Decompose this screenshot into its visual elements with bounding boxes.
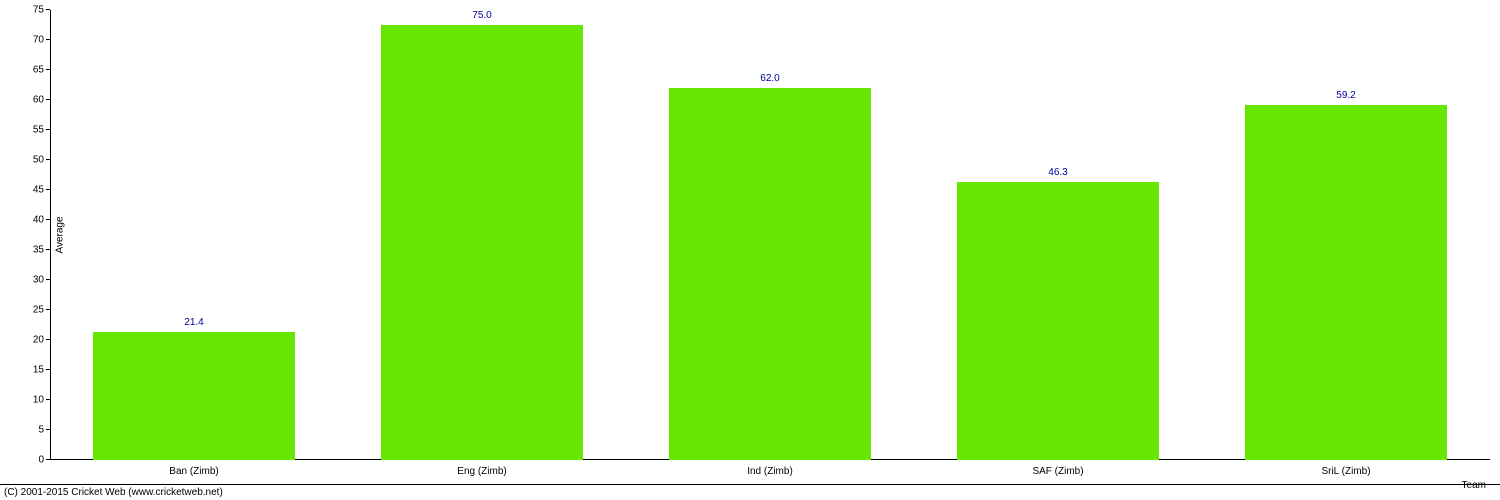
- x-axis-title: Team: [1462, 480, 1486, 491]
- y-tick-label: 5: [38, 425, 44, 436]
- bar-value-label: 46.3: [1048, 167, 1067, 178]
- y-tick-label: 40: [33, 215, 44, 226]
- bar: [93, 332, 295, 460]
- copyright-text: (C) 2001-2015 Cricket Web (www.cricketwe…: [4, 487, 223, 498]
- bar: [381, 25, 583, 460]
- y-tick-label: 45: [33, 185, 44, 196]
- y-tick-label: 50: [33, 155, 44, 166]
- bar: [1245, 105, 1447, 460]
- bar-slot: 75.0Eng (Zimb): [338, 10, 626, 460]
- bar-value-label: 75.0: [472, 10, 491, 21]
- y-tick-label: 65: [33, 65, 44, 76]
- bar-slot: 62.0Ind (Zimb): [626, 10, 914, 460]
- bars-area: 21.4Ban (Zimb)75.0Eng (Zimb)62.0Ind (Zim…: [50, 10, 1490, 460]
- bar-slot: 21.4Ban (Zimb): [50, 10, 338, 460]
- x-tick-label: SAF (Zimb): [1032, 466, 1083, 477]
- chart-container: Average 051015202530354045505560657075 2…: [50, 10, 1490, 460]
- y-tick-label: 35: [33, 245, 44, 256]
- x-tick-label: Ban (Zimb): [169, 466, 218, 477]
- bar: [669, 88, 871, 460]
- x-tick-label: Ind (Zimb): [747, 466, 793, 477]
- y-tick-label: 60: [33, 95, 44, 106]
- plot-area: 051015202530354045505560657075 21.4Ban (…: [50, 10, 1490, 460]
- y-tick-label: 15: [33, 365, 44, 376]
- bar-value-label: 59.2: [1336, 90, 1355, 101]
- y-tick-label: 0: [38, 455, 44, 466]
- y-tick-label: 10: [33, 395, 44, 406]
- y-tick-label: 30: [33, 275, 44, 286]
- bar-slot: 46.3SAF (Zimb): [914, 10, 1202, 460]
- y-tick-label: 70: [33, 35, 44, 46]
- y-tick-label: 55: [33, 125, 44, 136]
- bar: [957, 182, 1159, 460]
- y-tick-label: 25: [33, 305, 44, 316]
- x-tick-label: Eng (Zimb): [457, 466, 506, 477]
- bar-value-label: 21.4: [184, 317, 203, 328]
- copyright-divider: [0, 484, 1500, 485]
- bar-slot: 59.2SriL (Zimb): [1202, 10, 1490, 460]
- x-tick-label: SriL (Zimb): [1321, 466, 1370, 477]
- bar-value-label: 62.0: [760, 73, 779, 84]
- y-tick-label: 20: [33, 335, 44, 346]
- y-tick-label: 75: [33, 5, 44, 16]
